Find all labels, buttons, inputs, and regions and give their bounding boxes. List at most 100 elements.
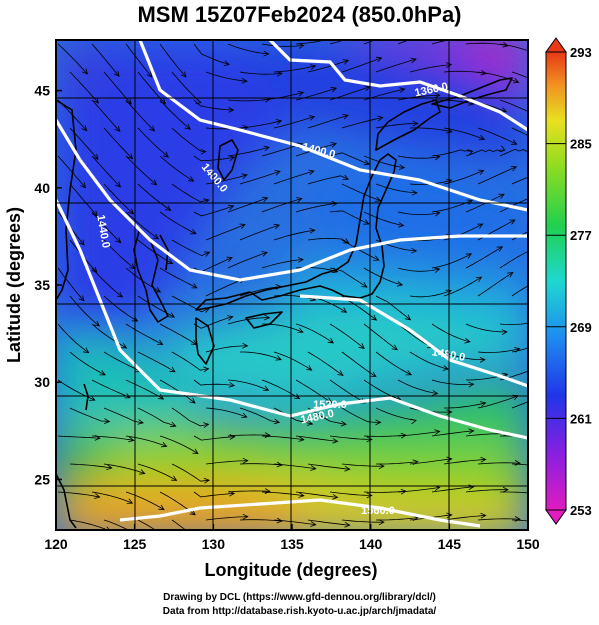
streamline: [205, 278, 245, 297]
x-tick-label: 135: [280, 536, 304, 552]
streamline-arrow: [275, 355, 282, 361]
streamline: [171, 127, 206, 152]
streamline-arrow: [203, 251, 211, 257]
streamline-arrow: [184, 123, 191, 130]
streamline-arrow: [168, 312, 176, 318]
streamline-arrow: [189, 397, 196, 404]
streamline-arrow: [297, 257, 304, 263]
streamline-arrow: [445, 62, 453, 68]
streamline-arrow: [165, 205, 172, 211]
streamline-arrow: [344, 521, 351, 528]
streamline: [103, 519, 130, 530]
streamline: [443, 351, 485, 361]
streamline: [397, 487, 440, 493]
streamline: [125, 211, 159, 240]
streamline: [307, 463, 350, 470]
streamline: [443, 515, 486, 521]
streamline: [511, 519, 528, 522]
streamline: [375, 351, 412, 376]
streamline: [397, 211, 440, 215]
streamline: [431, 40, 450, 45]
streamline-arrow: [156, 339, 164, 345]
streamline: [171, 463, 210, 482]
colorbar-bottom-arrow: [545, 509, 567, 525]
x-tick-label: 145: [438, 536, 462, 552]
streamline-arrow: [128, 436, 135, 443]
streamline: [227, 43, 269, 55]
streamline-arrow: [434, 92, 441, 99]
y-tick-label: 45: [34, 83, 50, 99]
streamline: [125, 435, 167, 447]
streamline-arrow: [170, 475, 178, 481]
streamline-arrow: [370, 314, 378, 321]
streamline: [103, 239, 135, 270]
streamline-arrow: [106, 464, 113, 470]
streamline-arrow: [223, 60, 230, 66]
streamline: [227, 434, 271, 437]
streamline-arrow: [297, 327, 304, 333]
streamline-arrow: [263, 50, 270, 57]
streamline-arrow: [82, 347, 90, 354]
streamline: [57, 43, 88, 75]
streamline: [273, 116, 315, 129]
streamline-arrow: [154, 287, 162, 293]
streamline-arrow: [480, 512, 487, 519]
streamline: [193, 435, 235, 441]
streamline-arrow: [310, 521, 317, 527]
streamline-arrow: [274, 170, 281, 176]
streamline-arrow: [361, 282, 368, 288]
streamline: [69, 519, 109, 530]
streamline-arrow: [511, 139, 518, 145]
streamline: [499, 99, 528, 112]
streamline-arrow: [228, 155, 236, 162]
streamline-arrow: [203, 198, 210, 204]
coastlines: [56, 77, 513, 529]
streamline-arrow: [514, 460, 521, 466]
streamline: [57, 323, 89, 353]
streamline: [239, 170, 281, 185]
streamline-arrow: [93, 320, 100, 327]
streamline-arrow: [273, 223, 281, 230]
streamline: [307, 237, 350, 244]
streamline: [57, 435, 100, 439]
streamline-arrow: [263, 145, 270, 152]
streamline-arrow: [499, 145, 506, 151]
streamline: [57, 267, 85, 302]
streamline-arrow: [411, 247, 418, 254]
streamline: [477, 71, 519, 83]
streamline: [329, 435, 372, 440]
streamline: [511, 463, 528, 466]
streamline: [239, 224, 280, 241]
streamline: [465, 42, 508, 47]
streamline-arrow: [373, 255, 380, 261]
streamline-arrow: [468, 34, 473, 39]
streamline-arrow: [168, 538, 173, 543]
colorbar-tick-label: 293: [570, 45, 592, 60]
streamline-arrow: [93, 97, 100, 104]
streamline-arrow: [239, 223, 246, 229]
streamline: [295, 143, 337, 157]
streamline-arrow: [411, 189, 418, 196]
streamline-arrow: [203, 366, 210, 373]
streamline-arrow: [337, 370, 344, 376]
streamline-arrow: [306, 365, 313, 371]
y-axis: 25 30 35 40 45: [34, 83, 62, 487]
streamline-arrow: [363, 219, 370, 225]
streamline: [91, 43, 120, 77]
streamline: [171, 295, 210, 313]
streamline-arrow: [342, 59, 350, 65]
streamline: [91, 323, 127, 349]
streamline-arrow: [298, 43, 305, 49]
streamline-arrow: [264, 488, 271, 494]
streamline-arrow: [502, 41, 509, 48]
streamline: [409, 290, 452, 298]
streamline: [125, 43, 153, 78]
streamline-arrow: [91, 266, 98, 273]
streamline: [125, 99, 155, 132]
streamline-arrow: [509, 219, 516, 225]
streamline: [511, 401, 528, 409]
streamline-arrow: [189, 509, 196, 516]
streamline-arrow: [512, 77, 520, 84]
streamline: [465, 489, 508, 493]
streamline-arrow: [507, 272, 514, 278]
